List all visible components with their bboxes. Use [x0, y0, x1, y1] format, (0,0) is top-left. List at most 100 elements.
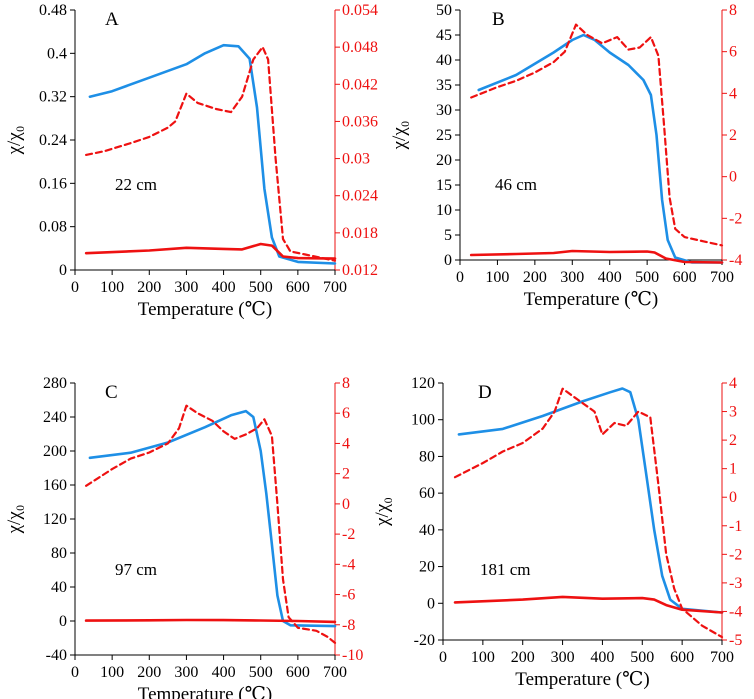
left-tick-label: -20	[414, 632, 435, 649]
left-tick-label: 0.48	[39, 2, 67, 19]
x-tick-label: 400	[590, 649, 614, 666]
heating-line-b	[477, 33, 724, 264]
x-tick-label: 100	[100, 664, 124, 681]
x-tick-label: 200	[137, 664, 161, 681]
x-tick-label: 600	[673, 269, 697, 286]
right-tick-label: -1	[729, 518, 742, 535]
right-tick-label: 2	[729, 432, 737, 449]
left-tick-label: 25	[436, 127, 452, 144]
right-tick-label: -4	[729, 603, 742, 620]
left-tick-label: 40	[419, 522, 435, 539]
panel-a: 0 0.08 0.16 0.24 0.32 0.4 0.48 0.012 0.018 0.024 0…	[4, 2, 378, 320]
left-tick-label: 10	[436, 202, 452, 219]
left-tick-label: 120	[43, 511, 67, 528]
x-axis-title: Temperature (℃)	[138, 684, 272, 699]
left-tick-label: 240	[43, 409, 67, 426]
right-tick-label: -8	[342, 617, 355, 634]
right-tick-label: 0.036	[342, 113, 378, 130]
x-tick-label: 500	[249, 664, 273, 681]
x-tick-label: 0	[456, 269, 464, 286]
left-tick-label: 20	[419, 559, 435, 576]
left-tick-label: 0	[59, 262, 67, 279]
panel-letter: B	[492, 9, 505, 30]
right-tick-label: 0.042	[342, 76, 378, 93]
panel-letter: C	[105, 382, 118, 403]
left-tick-label: 35	[436, 77, 452, 94]
left-tick-label: 15	[436, 177, 452, 194]
right-tick-label: 0.018	[342, 225, 378, 242]
cooling-line-b	[469, 249, 724, 264]
right-tick-label: -2	[729, 210, 742, 227]
left-tick-label: 0.08	[39, 219, 67, 236]
heating-line-c	[88, 409, 337, 628]
right-tick-label: 4	[342, 435, 350, 452]
left-tick-label: 0	[59, 613, 67, 630]
dmdt-dashed-line-d	[453, 387, 724, 639]
x-tick-label: 200	[523, 269, 547, 286]
x-tick-label: 0	[439, 649, 447, 666]
left-tick-label: 100	[411, 412, 435, 429]
x-tick-label: 400	[212, 279, 236, 296]
x-tick-label: 200	[511, 649, 535, 666]
right-tick-label: 0.012	[342, 262, 378, 279]
left-tick-label: 20	[436, 152, 452, 169]
left-tick-label: 160	[43, 477, 67, 494]
x-tick-label: 700	[710, 649, 734, 666]
x-tick-label: 300	[174, 279, 198, 296]
x-tick-label: 600	[670, 649, 694, 666]
right-tick-label: 0.024	[342, 188, 378, 205]
x-tick-label: 400	[598, 269, 622, 286]
left-tick-label: 0	[427, 595, 435, 612]
left-tick-label: 60	[419, 485, 435, 502]
right-tick-label: -5	[729, 632, 742, 649]
left-tick-label: 0.16	[39, 175, 67, 192]
x-tick-label: 500	[635, 269, 659, 286]
x-axis-title: Temperature (℃)	[515, 669, 649, 690]
left-tick-label: 0.24	[39, 132, 67, 149]
depth-label: 46 cm	[495, 175, 537, 194]
dmdt-dashed-line-c	[85, 404, 337, 644]
y-axis-title: χ/χ₀	[4, 126, 25, 156]
right-tick-label: 8	[342, 375, 350, 392]
x-tick-label: 100	[100, 279, 124, 296]
right-tick-label: 1	[729, 461, 737, 478]
left-tick-label: -40	[46, 647, 67, 664]
panel-letter: D	[478, 382, 492, 403]
left-tick-label: 50	[436, 2, 452, 19]
x-tick-label: 300	[560, 269, 584, 286]
right-tick-label: 0	[729, 489, 737, 506]
left-tick-label: 200	[43, 443, 67, 460]
right-tick-label: 6	[342, 405, 350, 422]
left-tick-label: 0.32	[39, 89, 67, 106]
dmdt-dashed-line-b	[470, 23, 724, 247]
right-tick-label: 0	[729, 169, 737, 186]
left-tick-label: 0.4	[47, 45, 67, 62]
panel-b: 0 5 10 15 20 25 30 35 40 45 50 -4 -2 0 2 4 6 8 0 100 200 300 4…	[389, 2, 742, 310]
dmdt-dashed-line-a	[85, 46, 337, 262]
cooling-line-c	[84, 618, 337, 624]
depth-label: 22 cm	[115, 175, 157, 194]
x-tick-label: 600	[286, 279, 310, 296]
x-tick-label: 300	[551, 649, 575, 666]
right-tick-label: 6	[729, 44, 737, 61]
right-tick-label: -2	[342, 526, 355, 543]
y-axis-title: χ/χ₀	[372, 497, 393, 527]
x-tick-label: 600	[286, 664, 310, 681]
right-tick-label: -6	[342, 587, 355, 604]
right-tick-label: -3	[729, 575, 742, 592]
depth-label: 181 cm	[480, 560, 531, 579]
right-tick-label: 4	[729, 375, 737, 392]
right-tick-label: 0	[342, 496, 350, 513]
cooling-line-a	[84, 242, 337, 260]
x-tick-label: 400	[212, 664, 236, 681]
panel-letter: A	[105, 9, 119, 30]
right-tick-label: 0.03	[342, 151, 370, 168]
x-tick-label: 100	[471, 649, 495, 666]
x-axis-title: Temperature (℃)	[524, 289, 658, 310]
heating-line-a	[88, 43, 337, 265]
right-tick-label: 2	[729, 127, 737, 144]
left-tick-label: 0	[444, 252, 452, 269]
x-tick-label: 700	[323, 664, 347, 681]
x-tick-label: 0	[71, 664, 79, 681]
